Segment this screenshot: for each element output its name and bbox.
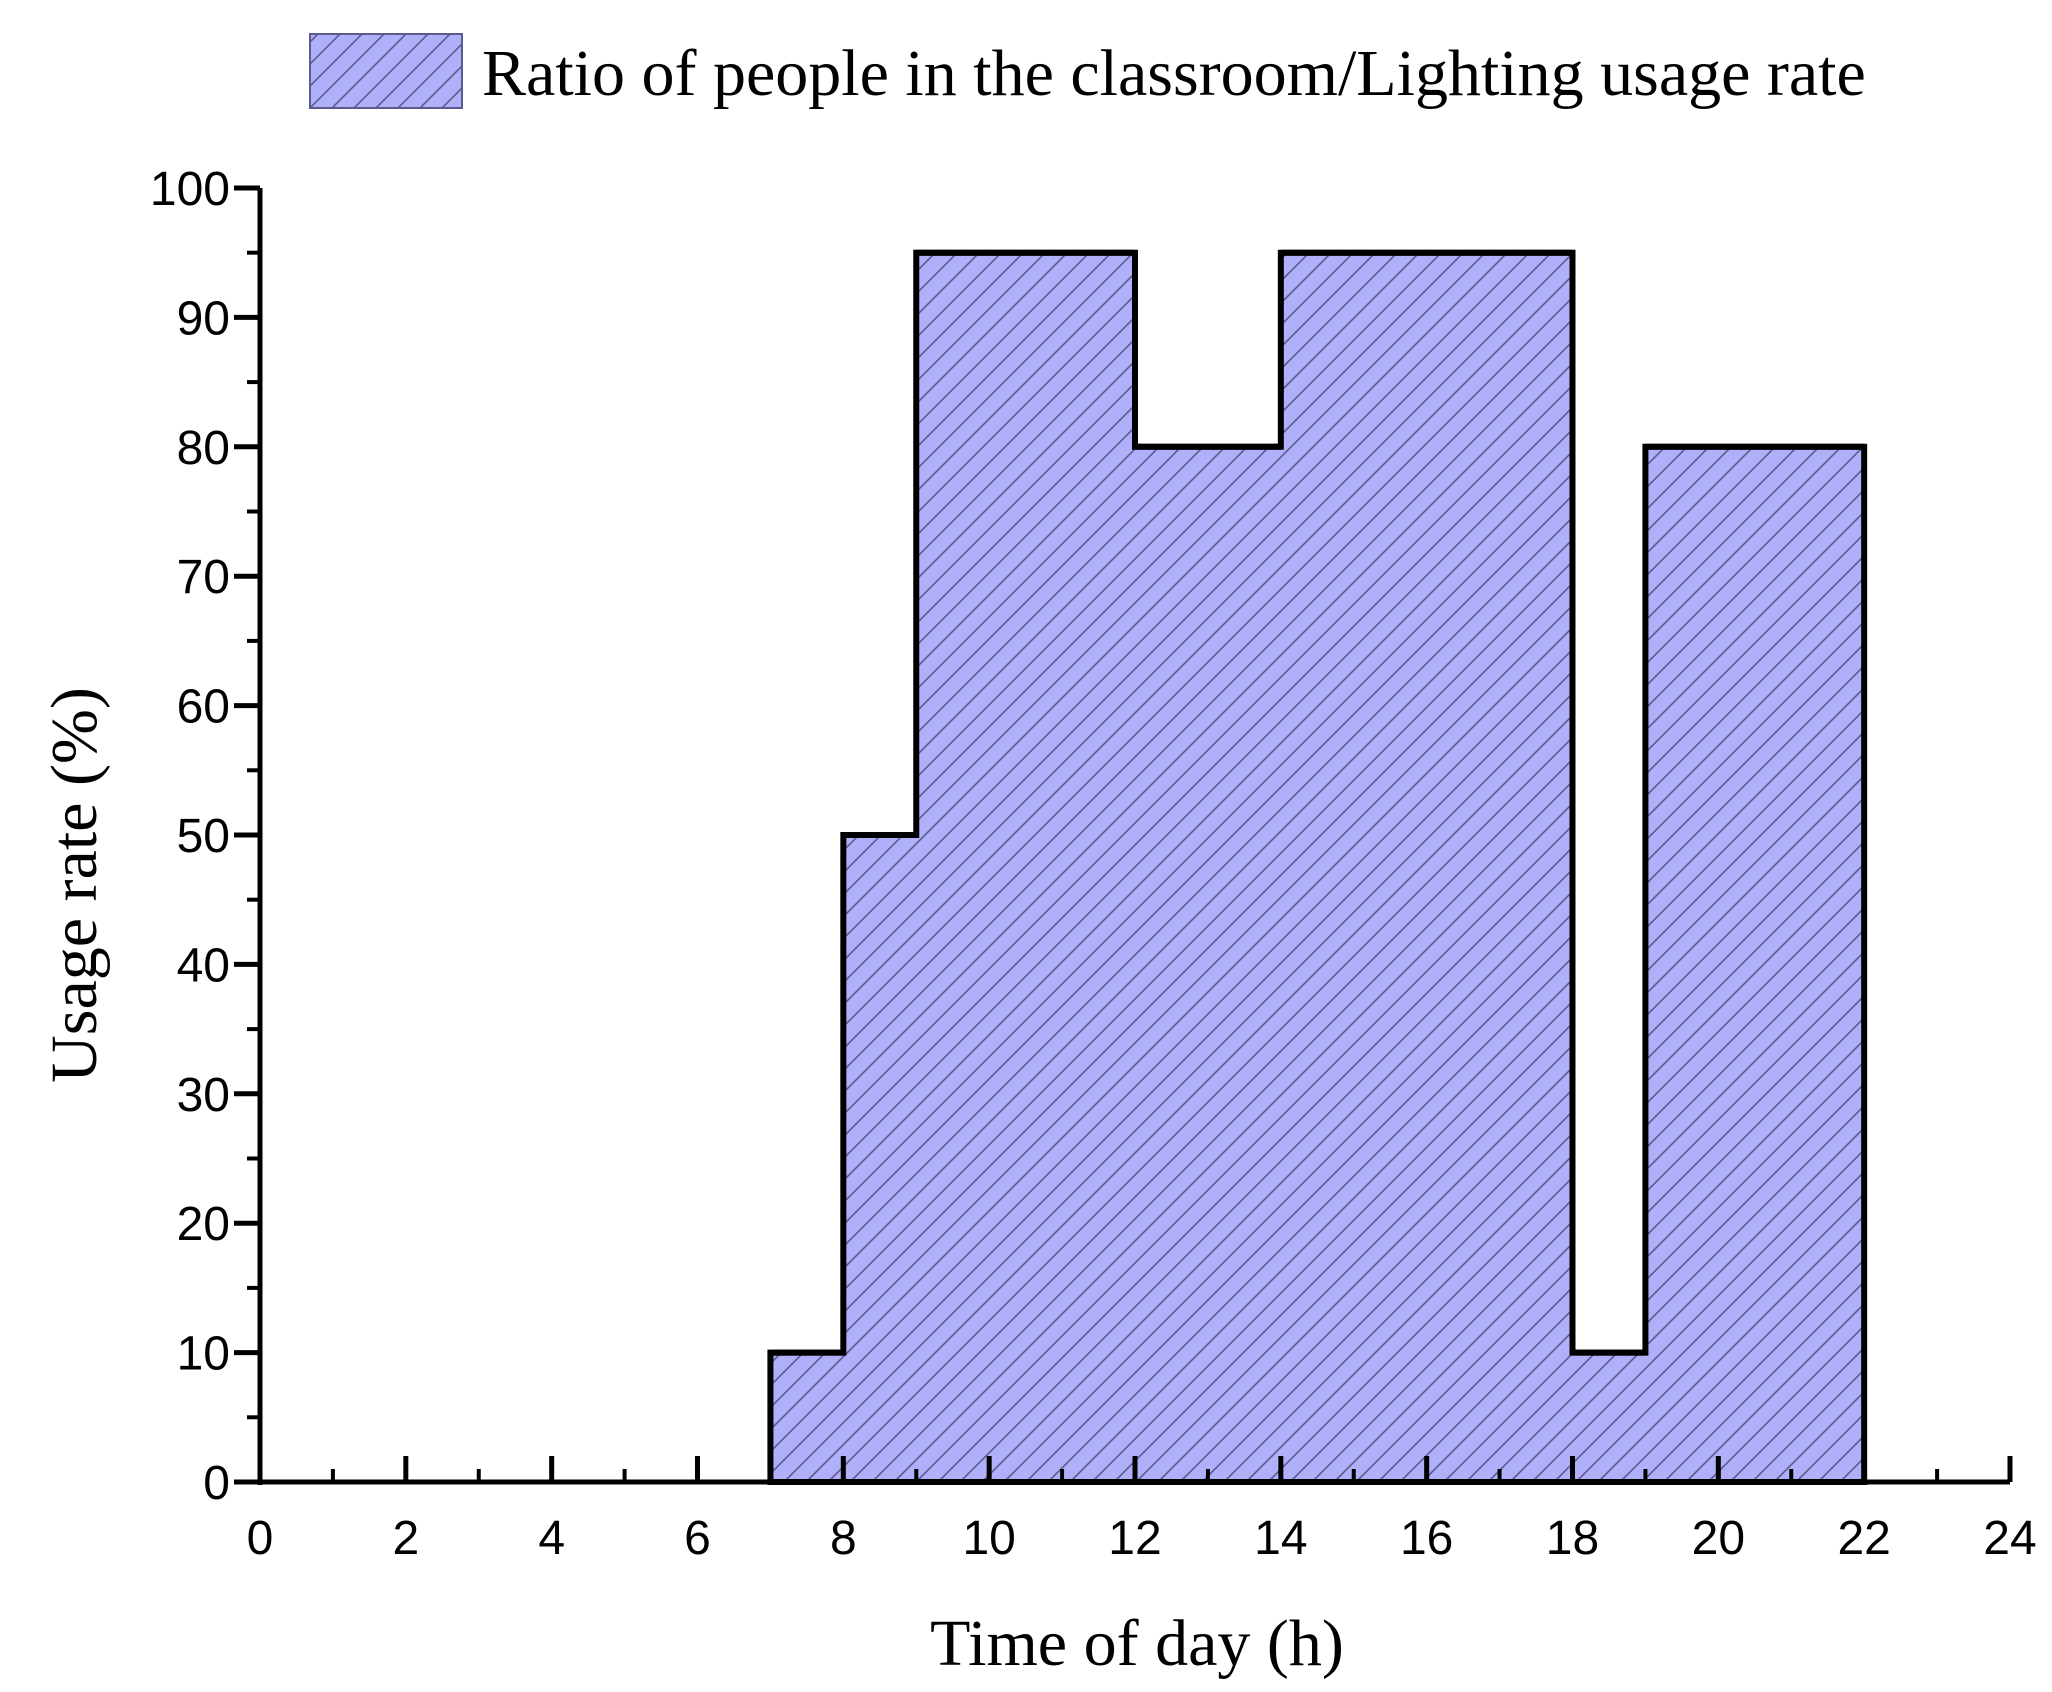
x-tick-label: 16 (1400, 1512, 1453, 1565)
x-tick-label: 10 (962, 1512, 1015, 1565)
legend-swatch (309, 33, 463, 109)
y-tick-label: 100 (150, 163, 230, 216)
usage-rate-area (767, 249, 1868, 1485)
y-tick-label: 0 (203, 1457, 230, 1510)
y-tick-label: 30 (177, 1069, 230, 1122)
y-tick-label: 90 (177, 292, 230, 345)
x-axis-title: Time of day (h) (930, 1607, 1344, 1680)
x-tick-labels: 0 2 4 6 8 10 12 14 16 18 20 22 24 (247, 1512, 2037, 1565)
x-tick-label: 4 (538, 1512, 565, 1565)
legend: Ratio of people in the classroom/Lightin… (309, 33, 1866, 110)
x-tick-label: 12 (1108, 1512, 1161, 1565)
y-tick-label: 80 (177, 422, 230, 475)
x-tick-label: 18 (1546, 1512, 1599, 1565)
y-tick-label: 60 (177, 681, 230, 734)
y-tick-label: 40 (177, 939, 230, 992)
x-tick-label: 24 (1983, 1512, 2036, 1565)
x-tick-label: 0 (247, 1512, 274, 1565)
y-tick-label: 50 (177, 810, 230, 863)
y-tick-label: 70 (177, 551, 230, 604)
axes (234, 185, 2013, 1485)
plot-area (767, 249, 1868, 1485)
y-tick-label: 10 (177, 1328, 230, 1381)
x-tick-label: 6 (684, 1512, 711, 1565)
y-tick-labels: 0 10 20 30 40 50 60 70 80 90 100 (150, 163, 230, 1510)
x-tick-label: 14 (1254, 1512, 1307, 1565)
x-tick-label: 22 (1837, 1512, 1890, 1565)
y-tick-label: 20 (177, 1198, 230, 1251)
y-axis-title: Usage rate (%) (38, 687, 111, 1083)
x-tick-label: 2 (392, 1512, 419, 1565)
x-tick-label: 8 (830, 1512, 857, 1565)
x-tick-label: 20 (1692, 1512, 1745, 1565)
legend-label: Ratio of people in the classroom/Lightin… (482, 37, 1866, 110)
